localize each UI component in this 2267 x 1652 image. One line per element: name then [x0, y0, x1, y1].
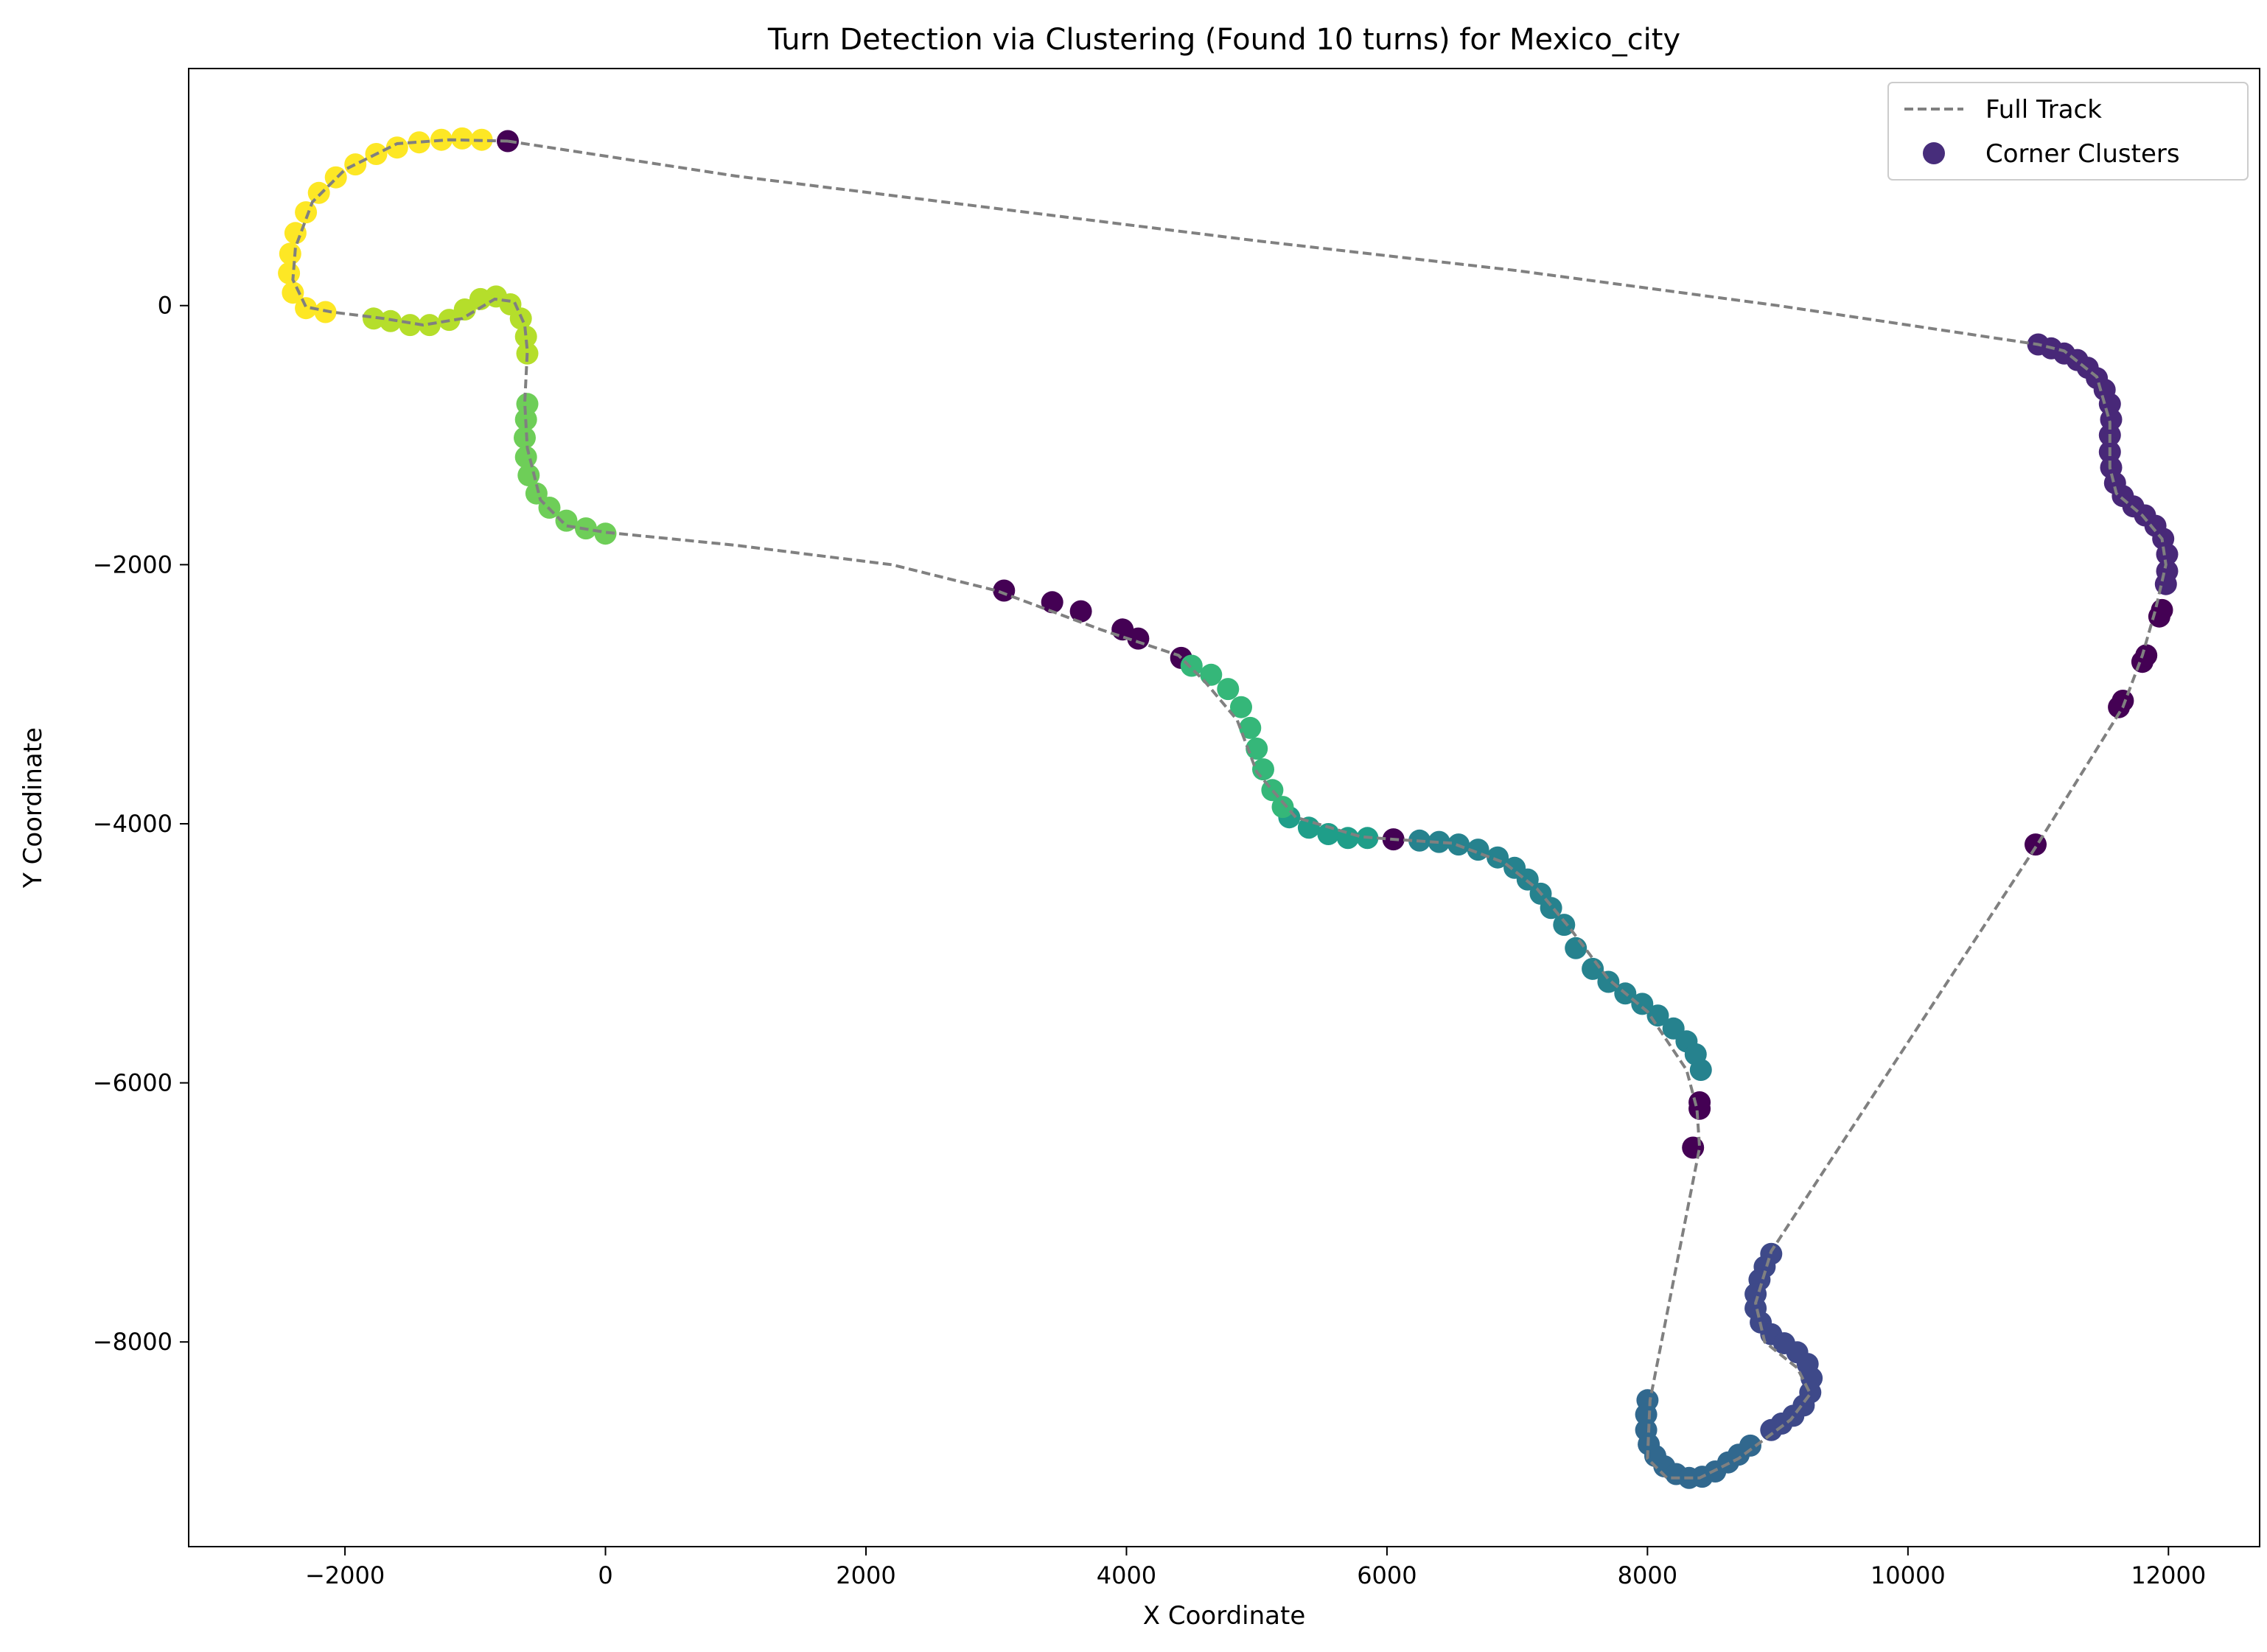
scatter-point [1230, 696, 1252, 718]
scatter-point [451, 127, 474, 150]
legend-full-track-label: Full Track [1985, 95, 2102, 125]
scatter-point [514, 446, 537, 469]
scatter-point [594, 522, 617, 545]
x-tick-label: 10000 [1870, 1561, 1946, 1589]
scatter-point [1246, 738, 1268, 760]
scatter-point [1682, 1136, 1705, 1159]
y-tick-label: −4000 [93, 810, 172, 838]
scatter-point [1553, 914, 1576, 937]
scatter-point [2111, 690, 2134, 712]
plot-area [278, 127, 2179, 1489]
y-tick-label: −8000 [93, 1328, 172, 1356]
x-axis-label: X Coordinate [1143, 1601, 1306, 1631]
x-tick-label: 12000 [2131, 1561, 2206, 1589]
scatter-point [307, 181, 330, 204]
x-tick-label: 4000 [1097, 1561, 1156, 1589]
scatter-point [1597, 970, 1620, 993]
scatter-point [2135, 644, 2158, 667]
scatter-point [993, 579, 1016, 602]
scatter-point [1631, 993, 1654, 1015]
x-axis: −2000 0 2000 4000 6000 8000 10000 12000 [305, 1547, 2206, 1589]
scatter-point [525, 482, 548, 505]
scatter-point [379, 309, 402, 332]
y-axis: −8000 −6000 −4000 −2000 0 [93, 292, 189, 1356]
legend: Full Track Corner Clusters [1887, 82, 2249, 181]
scatter-point [1739, 1434, 1761, 1457]
scatter-point [469, 287, 492, 310]
y-axis-label: Y Coordinate [18, 727, 48, 889]
x-tick-label: −2000 [305, 1561, 385, 1589]
scatter-point [295, 297, 318, 320]
scatter-point [1760, 1418, 1783, 1441]
legend-box [1887, 82, 2249, 181]
scatter-point [1239, 716, 1262, 739]
cluster-c7 [363, 285, 539, 365]
scatter-point [1041, 591, 1063, 614]
scatter-point [1565, 937, 1587, 959]
scatter-point [1689, 1059, 1712, 1081]
legend-corner-clusters-marker [1923, 142, 1945, 164]
scatter-point [1688, 1097, 1711, 1120]
scatter-point [279, 242, 301, 265]
y-tick-label: 0 [158, 292, 172, 320]
scatter-point [1200, 663, 1223, 686]
scatter-point [1428, 830, 1450, 853]
scatter-point [1635, 1403, 1658, 1426]
scatter-point [514, 325, 537, 348]
legend-corner-clusters-label: Corner Clusters [1985, 139, 2180, 169]
full-track-line [291, 138, 2168, 1480]
scatter-point [363, 307, 385, 330]
x-tick-label: 8000 [1618, 1561, 1677, 1589]
scatter-point [284, 222, 307, 245]
scatter-point [516, 393, 539, 416]
scatter-point [1069, 600, 1092, 623]
y-tick-label: −6000 [93, 1069, 172, 1097]
scatter-point [408, 131, 430, 154]
y-tick-label: −2000 [93, 550, 172, 578]
x-tick-label: 6000 [1357, 1561, 1417, 1589]
scatter-point [344, 153, 367, 176]
scatter-point [514, 427, 536, 449]
scatter-point [295, 201, 318, 224]
scatter-point [278, 262, 301, 284]
scatter-point [399, 314, 422, 337]
axes-frame [188, 68, 2260, 1547]
scatter-point [1271, 796, 1294, 819]
scatter-point [517, 464, 540, 486]
scatter-point [2156, 543, 2179, 566]
scatter-point [1217, 678, 1240, 701]
scatter-point [1487, 846, 1509, 869]
chart-title: Turn Detection via Clustering (Found 10 … [767, 23, 1680, 57]
scatter-point [1252, 758, 1274, 781]
x-tick-label: 2000 [836, 1561, 895, 1589]
x-tick-label: 0 [598, 1561, 612, 1589]
scatter-point [282, 281, 304, 304]
scatter-point [1180, 654, 1203, 677]
